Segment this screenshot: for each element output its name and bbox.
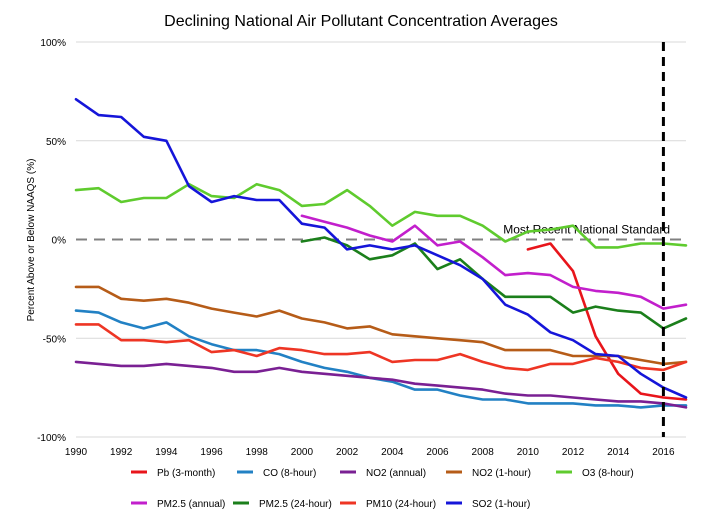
legend-item: Pb (3-month) (131, 468, 215, 479)
gridlines (76, 41, 686, 438)
y-tick-label: -100% (37, 433, 66, 444)
series-line (74, 323, 688, 372)
series-line (74, 360, 688, 409)
y-tick-label: 0% (52, 236, 67, 247)
x-tick-label: 2008 (472, 447, 495, 458)
legend-label: PM10 (24-hour) (366, 499, 436, 510)
x-tick-label: 2002 (336, 447, 359, 458)
legend: Pb (3-month) CO (8-hour) NO2 (annual) NO2 (… (131, 468, 634, 510)
y-tick-label: 50% (46, 137, 66, 148)
x-tick-label: 1992 (110, 447, 133, 458)
x-tick-label: 2006 (426, 447, 449, 458)
x-tick-label: 1996 (200, 447, 223, 458)
x-tick-label: 2012 (562, 447, 585, 458)
plot-area: 100% 50% 0% -50% -100% 1990 1992 1994 1996 1998 2… (37, 38, 688, 458)
legend-item: PM10 (24-hour) (340, 499, 436, 510)
series-lines (74, 98, 688, 409)
series-line (74, 182, 688, 249)
x-tick-label: 2016 (652, 447, 675, 458)
y-tick-label: -50% (43, 334, 66, 345)
series-line (74, 98, 688, 399)
x-tick-label: 1998 (246, 447, 269, 458)
x-tick-label: 2010 (517, 447, 540, 458)
legend-label: NO2 (annual) (366, 468, 426, 479)
y-axis-label: Percent Above or Below NAAQS (%) (26, 159, 37, 322)
legend-item: SO2 (1-hour) (446, 499, 530, 510)
x-tick-label: 2014 (607, 447, 630, 458)
legend-item: NO2 (1-hour) (446, 468, 531, 479)
legend-item: O3 (8-hour) (556, 468, 634, 479)
legend-label: O3 (8-hour) (582, 468, 634, 479)
legend-item: PM2.5 (24-hour) (233, 499, 332, 510)
y-tick-labels: 100% 50% 0% -50% -100% (37, 38, 66, 444)
series-line (300, 236, 688, 330)
legend-label: NO2 (1-hour) (472, 468, 531, 479)
legend-item: PM2.5 (annual) (131, 499, 225, 510)
series-line (74, 285, 688, 366)
x-tick-label: 1994 (155, 447, 178, 458)
legend-label: PM2.5 (24-hour) (259, 499, 332, 510)
legend-label: CO (8-hour) (263, 468, 316, 479)
series-line (300, 214, 688, 310)
x-tick-label: 2004 (381, 447, 404, 458)
legend-item: CO (8-hour) (237, 468, 316, 479)
x-tick-labels: 1990 1992 1994 1996 1998 2000 2002 2004 2006 2008… (65, 447, 675, 458)
national-standard-reference: Most Recent National Standard (76, 223, 686, 241)
x-tick-label: 2000 (291, 447, 314, 458)
legend-label: SO2 (1-hour) (472, 499, 530, 510)
legend-label: Pb (3-month) (157, 468, 215, 479)
reference-line-label: Most Recent National Standard (503, 223, 670, 237)
chart-title: Declining National Air Pollutant Concent… (164, 13, 558, 30)
legend-label: PM2.5 (annual) (157, 499, 225, 510)
x-tick-label: 1990 (65, 447, 88, 458)
y-tick-label: 100% (40, 38, 66, 49)
legend-item: NO2 (annual) (340, 468, 426, 479)
